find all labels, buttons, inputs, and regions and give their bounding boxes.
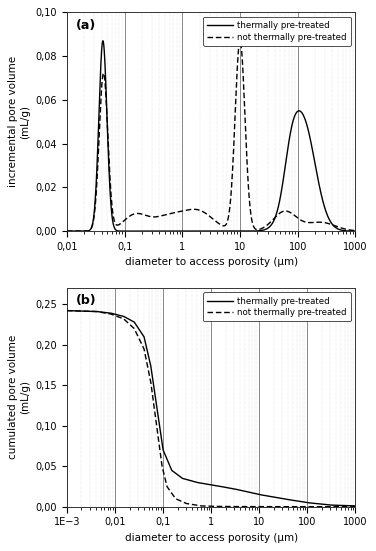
Text: (b): (b) <box>76 294 96 307</box>
Line: not thermally pre-treated: not thermally pre-treated <box>67 40 355 231</box>
not thermally pre-treated <box>65 228 69 234</box>
not thermally pre-treated <box>353 228 358 234</box>
thermally pre-treated <box>175 471 179 478</box>
thermally pre-treated <box>252 228 257 234</box>
Line: not thermally pre-treated: not thermally pre-treated <box>67 311 355 507</box>
not thermally pre-treated <box>117 314 121 321</box>
not thermally pre-treated <box>280 504 285 510</box>
not thermally pre-treated <box>252 504 257 510</box>
Line: thermally pre-treated: thermally pre-treated <box>67 311 355 506</box>
thermally pre-treated <box>280 495 285 502</box>
Y-axis label: incremental pore volume
(mL/g): incremental pore volume (mL/g) <box>8 56 30 187</box>
not thermally pre-treated <box>353 504 358 510</box>
not thermally pre-treated <box>175 496 179 503</box>
not thermally pre-treated <box>117 221 121 228</box>
thermally pre-treated <box>65 228 69 234</box>
Line: thermally pre-treated: thermally pre-treated <box>67 41 355 231</box>
thermally pre-treated <box>302 114 306 121</box>
not thermally pre-treated <box>280 208 285 215</box>
not thermally pre-treated <box>238 503 242 510</box>
not thermally pre-treated <box>175 209 179 215</box>
X-axis label: diameter to access porosity (μm): diameter to access porosity (μm) <box>124 533 298 543</box>
not thermally pre-treated <box>252 225 257 231</box>
Text: (a): (a) <box>76 19 96 32</box>
not thermally pre-treated <box>238 37 242 44</box>
thermally pre-treated <box>149 228 154 234</box>
thermally pre-treated <box>238 228 242 234</box>
not thermally pre-treated <box>302 504 306 510</box>
Legend: thermally pre-treated, not thermally pre-treated: thermally pre-treated, not thermally pre… <box>203 17 351 46</box>
thermally pre-treated <box>353 228 358 234</box>
thermally pre-treated <box>65 307 69 314</box>
thermally pre-treated <box>302 499 306 505</box>
thermally pre-treated <box>238 487 242 494</box>
not thermally pre-treated <box>238 37 242 44</box>
thermally pre-treated <box>175 228 180 234</box>
not thermally pre-treated <box>65 307 69 314</box>
thermally pre-treated <box>117 312 121 318</box>
Legend: thermally pre-treated, not thermally pre-treated: thermally pre-treated, not thermally pre… <box>203 292 351 321</box>
thermally pre-treated <box>280 182 285 189</box>
not thermally pre-treated <box>302 218 306 225</box>
thermally pre-treated <box>117 228 122 234</box>
Y-axis label: cumulated pore volume
(mL/g): cumulated pore volume (mL/g) <box>8 335 30 460</box>
not thermally pre-treated <box>257 504 262 510</box>
thermally pre-treated <box>252 490 257 497</box>
thermally pre-treated <box>353 503 358 509</box>
X-axis label: diameter to access porosity (μm): diameter to access porosity (μm) <box>124 257 298 267</box>
thermally pre-treated <box>101 37 105 44</box>
